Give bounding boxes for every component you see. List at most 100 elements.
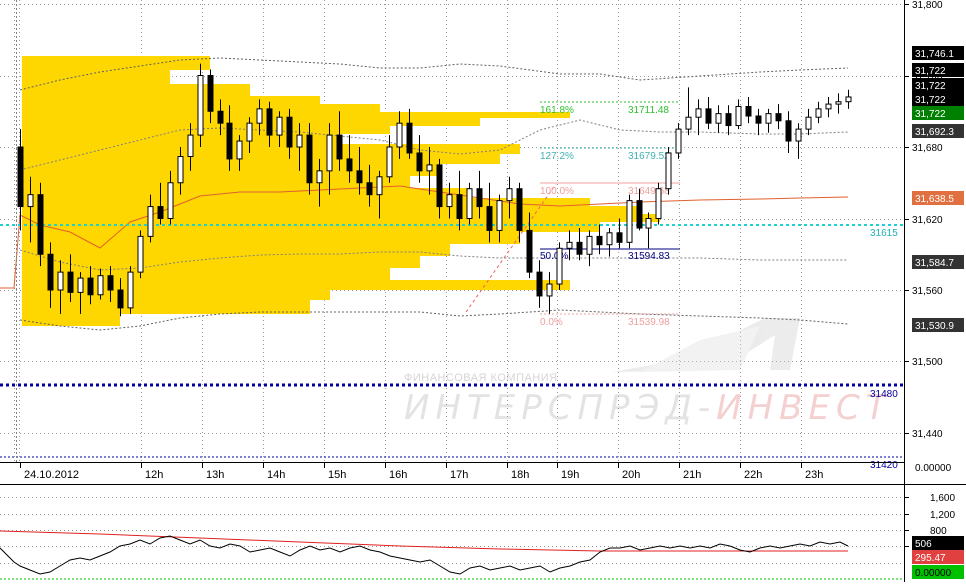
price-badge-label: 31,722 xyxy=(915,81,946,92)
candle-down xyxy=(117,289,124,309)
moving-average xyxy=(0,185,849,289)
candle-up xyxy=(556,247,563,285)
osc-main-line xyxy=(0,535,849,575)
price-badge xyxy=(912,124,964,138)
candle-up xyxy=(845,96,852,103)
volume-profile-bar xyxy=(22,222,600,232)
price-badge-label: 31,692.3 xyxy=(915,127,954,138)
candle-down xyxy=(157,206,164,219)
candle-down xyxy=(286,116,293,148)
candle-down xyxy=(266,108,273,136)
candle-up xyxy=(316,170,323,184)
price-badge-label: 31,530.9 xyxy=(915,321,954,332)
fib-pct-161: 161.8% xyxy=(540,105,574,116)
candle-up xyxy=(236,140,243,160)
candle-up xyxy=(645,218,652,229)
volume-profile-bar xyxy=(22,134,340,144)
time-tick-label: 20h xyxy=(622,469,640,481)
volume-profile-bar xyxy=(22,118,480,126)
price-badge-label: 0.00000 xyxy=(915,463,952,474)
volume-profile-bar xyxy=(22,314,120,326)
osc-badge xyxy=(912,536,964,550)
volume-profile-bar xyxy=(22,84,250,96)
osc-tick-label: 1,600 xyxy=(930,493,955,504)
osc-tick-label: 800 xyxy=(930,526,947,537)
candle-up xyxy=(256,108,263,124)
watermark-logo xyxy=(612,318,800,372)
candle-up xyxy=(655,188,662,219)
candle-up xyxy=(685,116,692,130)
volume-profile-bar xyxy=(22,206,640,214)
price-badge-label: 31,746.1 xyxy=(915,49,954,60)
time-tick-label: 22h xyxy=(744,469,762,481)
candle-down xyxy=(775,113,782,122)
volume-profile-bar xyxy=(22,280,570,290)
volume-profile-bar xyxy=(22,176,410,188)
fib-pct-0: 0.0% xyxy=(540,317,563,328)
volume-profile-bar xyxy=(22,144,520,154)
candle-up xyxy=(296,134,303,148)
fib-pct-127: 127.2% xyxy=(540,151,574,162)
volume-profile-bar xyxy=(22,198,590,206)
time-tick-label: 18h xyxy=(511,469,529,481)
osc-signal-line xyxy=(0,530,848,552)
candle-down xyxy=(217,110,224,124)
fib-swing xyxy=(465,183,557,313)
time-tick-label: 12h xyxy=(145,469,163,481)
candle-down xyxy=(785,120,792,142)
osc-badges: 506 295.47 0.00000 xyxy=(912,536,964,579)
candle-down xyxy=(576,241,583,255)
osc-badge-label: 506 xyxy=(915,539,932,550)
upper-inner-band xyxy=(19,119,849,171)
fib-val-50: 31594.83 xyxy=(628,251,670,262)
time-tick-label: 14h xyxy=(267,469,285,481)
price-tick-label: 31,620 xyxy=(912,215,943,226)
fib-levels: 161.8% 31711.48 127.2% 31679.52 100.0% 3… xyxy=(540,101,680,328)
volume-profile-bar xyxy=(22,214,660,222)
volume-profile-bar xyxy=(22,164,440,176)
volume-profile-bar xyxy=(22,56,210,70)
fib-pct-50: 50.0% xyxy=(540,251,568,262)
band-lines xyxy=(0,57,849,331)
candle-up xyxy=(665,152,672,190)
volume-profile-bar xyxy=(22,256,420,268)
price-badge xyxy=(912,92,964,106)
volume-profile-bar xyxy=(22,154,500,164)
volume-profile-bar xyxy=(22,232,520,244)
candle-down xyxy=(745,105,752,117)
price-tick-label: 31,500 xyxy=(912,357,943,368)
price-tick-label: 31,740 xyxy=(912,72,943,83)
candle-down xyxy=(346,158,353,172)
candle-up xyxy=(506,188,513,202)
osc-badge-label: 0.00000 xyxy=(915,568,952,579)
candle-up xyxy=(735,105,742,127)
level-label-31615: 31615 xyxy=(870,228,898,239)
candle-down xyxy=(107,275,114,291)
candle-down xyxy=(226,122,233,160)
price-badge-label: 31,722 xyxy=(915,109,946,120)
time-tick-label: 23h xyxy=(805,469,823,481)
candle-up xyxy=(835,101,842,105)
time-tick-label: 19h xyxy=(561,469,579,481)
candle-up xyxy=(246,122,253,142)
volume-profile-bar xyxy=(22,70,170,84)
time-tick-label: 21h xyxy=(683,469,701,481)
oscillator-panel[interactable] xyxy=(0,497,904,580)
volume-profile-bar xyxy=(22,300,310,314)
time-tick-label: 17h xyxy=(450,469,468,481)
price-badge-label: 31,584.7 xyxy=(915,258,954,269)
volume-profile-bar xyxy=(22,126,390,134)
candle-up xyxy=(606,232,613,246)
price-badge xyxy=(912,255,964,269)
candle-up xyxy=(177,156,184,184)
price-badge-label: 31,722 xyxy=(915,95,946,106)
price-tick-label: 31,560 xyxy=(912,286,943,297)
candle-up xyxy=(187,134,194,158)
candle-up xyxy=(795,128,802,142)
candle-down xyxy=(67,271,74,293)
price-badge-label: 31,638.5 xyxy=(915,194,954,205)
candle-up xyxy=(376,176,383,196)
candle-up xyxy=(57,271,64,291)
